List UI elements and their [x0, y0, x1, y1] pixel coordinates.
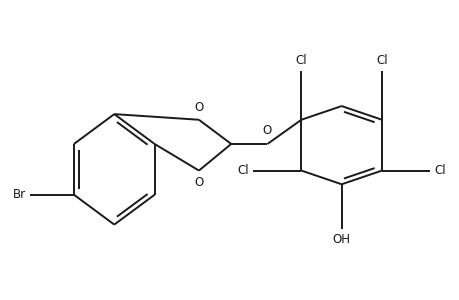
- Text: OH: OH: [332, 233, 350, 246]
- Text: Cl: Cl: [433, 164, 445, 177]
- Text: Cl: Cl: [295, 54, 307, 67]
- Text: O: O: [262, 124, 272, 137]
- Text: O: O: [194, 101, 203, 114]
- Text: Cl: Cl: [237, 164, 248, 177]
- Text: O: O: [194, 176, 203, 189]
- Text: Br: Br: [12, 188, 26, 201]
- Text: Cl: Cl: [375, 54, 387, 67]
